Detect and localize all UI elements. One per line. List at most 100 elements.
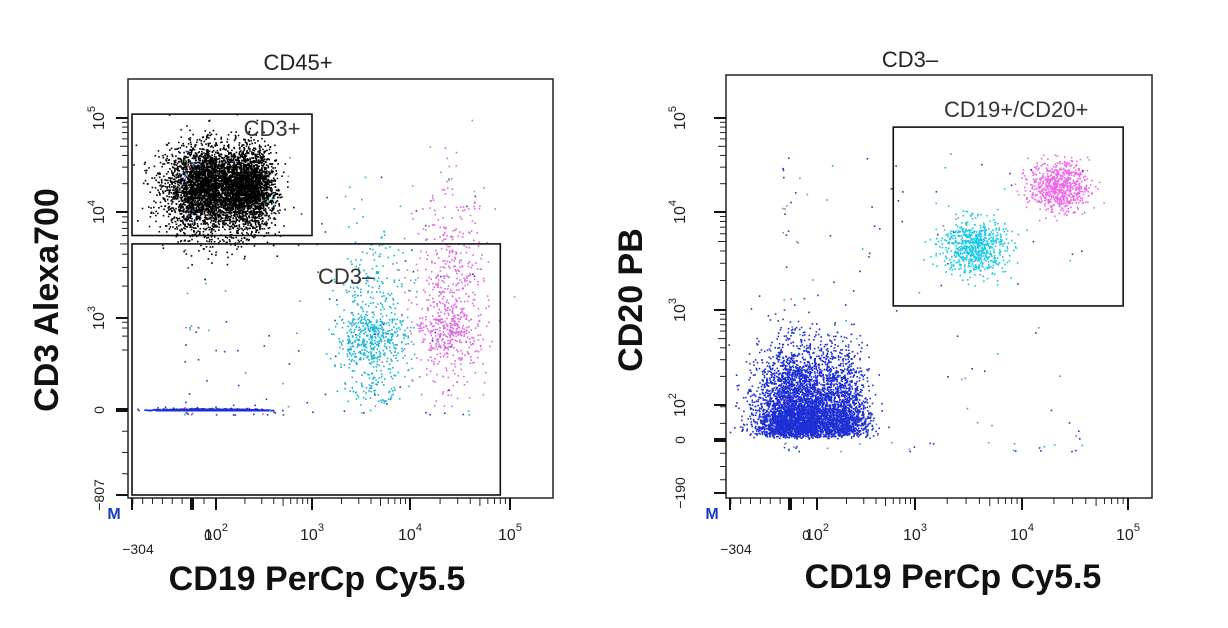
event-dot — [213, 155, 216, 158]
event-dot — [205, 181, 207, 184]
event-dot — [213, 171, 215, 174]
event-dot — [272, 180, 274, 182]
event-dot — [231, 149, 233, 152]
event-dot — [218, 226, 220, 229]
event-dot — [194, 213, 197, 216]
event-dot — [200, 168, 202, 171]
event-dot — [270, 210, 273, 212]
event-dot — [183, 151, 185, 154]
event-dot — [207, 200, 209, 202]
event-dot — [215, 133, 218, 136]
event-dot — [234, 155, 237, 158]
event-dot — [281, 175, 283, 177]
event-dot — [263, 194, 265, 197]
event-dot — [270, 163, 273, 165]
event-dot — [224, 162, 226, 165]
event-dot — [201, 148, 203, 151]
event-dot — [259, 193, 261, 195]
event-dot — [207, 133, 209, 136]
event-dot — [181, 229, 184, 231]
event-dot — [269, 209, 271, 211]
event-dot — [256, 153, 259, 156]
event-dot — [205, 185, 208, 188]
event-dot — [239, 180, 241, 183]
event-dot — [228, 189, 231, 191]
event-dot — [240, 167, 243, 170]
event-dot — [205, 246, 208, 248]
event-dot — [173, 217, 175, 220]
event-dot — [249, 202, 251, 204]
event-dot — [234, 202, 237, 205]
event-dot — [215, 217, 218, 219]
event-dot — [246, 164, 249, 166]
event-dot — [163, 198, 166, 200]
event-dot — [278, 205, 281, 207]
event-dot — [192, 133, 194, 136]
event-dot — [157, 189, 159, 192]
event-dot — [215, 171, 217, 174]
event-dot — [213, 206, 215, 208]
event-dot — [181, 192, 183, 194]
x-tick-base: 10 — [300, 527, 318, 544]
event-dot — [169, 189, 172, 191]
event-dot — [211, 215, 214, 217]
event-dot — [234, 201, 237, 203]
event-dot — [195, 190, 197, 193]
event-dot — [178, 179, 180, 182]
event-dot — [227, 207, 229, 209]
event-dot — [180, 194, 182, 196]
event-dot — [261, 174, 264, 176]
event-dot — [215, 197, 217, 200]
event-dot — [263, 170, 266, 172]
event-dot — [219, 205, 222, 207]
event-dot — [283, 171, 285, 174]
event-dot — [263, 140, 266, 143]
event-dot — [266, 195, 268, 198]
event-dot — [258, 171, 261, 173]
event-dot — [191, 264, 193, 266]
event-dot — [215, 175, 218, 177]
event-dot — [224, 159, 226, 162]
event-dot — [196, 154, 198, 156]
event-dot — [170, 170, 173, 172]
event-dot — [190, 171, 193, 174]
event-dot — [164, 185, 167, 188]
event-dot — [213, 185, 215, 187]
event-dot — [206, 157, 208, 159]
event-dot — [248, 195, 250, 197]
event-dot — [207, 172, 209, 175]
event-dot — [228, 188, 231, 190]
event-dot — [225, 175, 228, 177]
event-dot — [204, 180, 207, 182]
event-dot — [249, 157, 251, 160]
event-dot — [242, 166, 245, 169]
event-dot — [254, 188, 257, 190]
event-dot — [218, 161, 221, 164]
event-dot — [168, 223, 170, 225]
event-dot — [217, 237, 219, 240]
event-dot — [183, 179, 186, 181]
event-dot — [196, 181, 198, 183]
event-dot — [182, 163, 184, 166]
event-dot — [225, 182, 227, 185]
event-dot — [204, 130, 207, 132]
event-dot — [242, 151, 244, 153]
event-dot — [194, 188, 196, 191]
event-dot — [270, 222, 273, 224]
event-dot — [178, 158, 180, 160]
event-dot — [239, 176, 241, 178]
event-dot — [241, 171, 243, 173]
event-dot — [264, 185, 266, 188]
event-dot — [165, 143, 168, 146]
event-dot — [237, 158, 239, 161]
event-dot — [272, 167, 274, 169]
event-dot — [243, 146, 245, 149]
event-dot — [179, 175, 181, 177]
event-dot — [215, 176, 217, 179]
event-dot — [187, 211, 190, 214]
event-dot — [244, 191, 247, 194]
event-dot — [186, 198, 188, 200]
event-dot — [194, 195, 197, 197]
event-dot — [276, 193, 279, 195]
event-dot — [284, 208, 286, 211]
